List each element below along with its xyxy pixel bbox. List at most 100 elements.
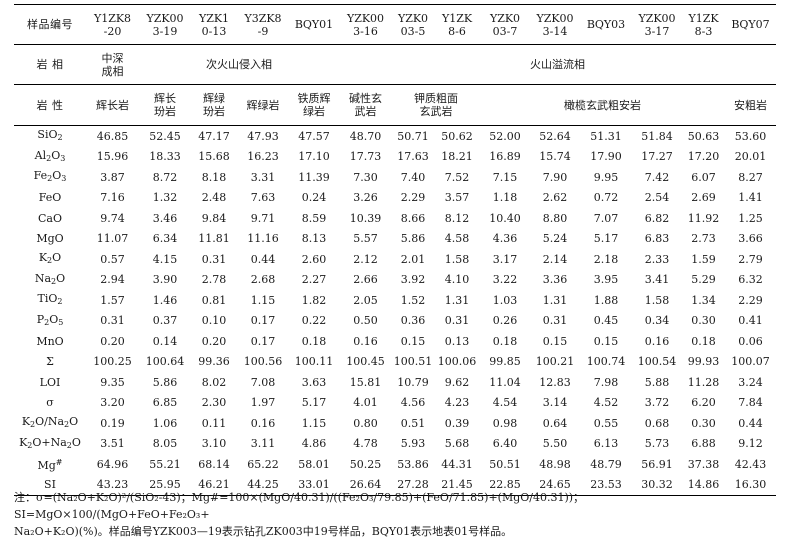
table-cell: 2.48 xyxy=(201,191,227,205)
table-cell: 11.28 xyxy=(687,375,720,389)
table-cell: 2.18 xyxy=(593,252,619,266)
table-cell: 15.74 xyxy=(539,150,571,164)
table-cell: 9.84 xyxy=(201,211,227,225)
table-cell: 7.07 xyxy=(593,211,619,225)
table-cell: 0.14 xyxy=(152,334,178,348)
table-cell: 0.15 xyxy=(593,334,619,348)
sample-id-cell: Y3ZK8 -9 xyxy=(237,4,289,45)
table-cell: 2.27 xyxy=(301,273,327,287)
table-cell: 3.87 xyxy=(100,170,125,184)
table-cell: 8.80 xyxy=(542,211,568,225)
table-row: Σ 100.25 100.64 99.36 100.56 100.11 100.45 100.… xyxy=(14,352,776,373)
table-cell: 11.16 xyxy=(247,232,279,246)
table-cell: 48.98 xyxy=(539,457,571,471)
table-cell: 1.46 xyxy=(152,293,178,307)
table-cell: 0.64 xyxy=(542,416,568,430)
table-cell: 47.57 xyxy=(298,129,330,143)
table-cell: 6.34 xyxy=(152,232,178,246)
table-cell: 0.16 xyxy=(353,334,378,348)
table-row: LOI 9.35 5.86 8.02 7.08 3.63 15.81 10.79 9.62 11.… xyxy=(14,372,776,393)
rock-trachyandesite: 安粗岩 xyxy=(725,84,776,126)
sample-id-cell: BQY01 xyxy=(289,4,339,45)
table-row: SiO2 46.85 52.45 47.17 47.93 47.57 48.70 50.71 5… xyxy=(14,126,776,147)
table-cell: 50.63 xyxy=(687,129,720,143)
table-cell: 8.27 xyxy=(738,170,763,184)
table-cell: 2.94 xyxy=(100,273,125,287)
table-cell: 0.44 xyxy=(738,416,763,430)
table-cell: 47.17 xyxy=(198,129,230,143)
table-cell: 0.81 xyxy=(201,293,227,307)
sample-id-cell: YZK0 03-7 xyxy=(480,4,530,45)
table-cell: 0.15 xyxy=(400,334,426,348)
table-cell: 0.44 xyxy=(250,252,276,266)
table-cell: 53.86 xyxy=(397,457,429,471)
facies-subvolcanic: 次火山侵入相 xyxy=(139,44,339,85)
table-cell: 3.14 xyxy=(542,396,568,410)
table-cell: 1.34 xyxy=(691,293,716,307)
table-cell: 99.36 xyxy=(198,355,230,369)
table-cell: 6.07 xyxy=(691,170,716,184)
table-cell: 0.15 xyxy=(542,334,568,348)
sample-id-cell: Y1ZK8 -20 xyxy=(86,4,139,45)
table-cell: 7.30 xyxy=(353,170,378,184)
table-cell: 26.64 xyxy=(339,474,392,496)
facies-plutonic: 中深 成相 xyxy=(86,44,139,85)
table-row: SI 43.23 25.95 46.21 44.25 33.01 26.64 27.28 21.… xyxy=(14,474,776,496)
table-cell: 17.90 xyxy=(590,150,622,164)
table-row: P2O5 0.31 0.37 0.10 0.17 0.22 0.50 0.36 0.31 0.26… xyxy=(14,311,776,332)
table-cell: 3.31 xyxy=(250,170,276,184)
row-label: FeO xyxy=(38,191,62,205)
table-row: Na2O 2.94 3.90 2.78 2.68 2.27 2.66 3.92 4.10 3.22… xyxy=(14,270,776,291)
table-cell: 100.21 xyxy=(535,355,575,369)
table-cell: 100.51 xyxy=(393,355,433,369)
table-cell: 9.74 xyxy=(100,211,125,225)
table-cell: 4.78 xyxy=(353,437,378,451)
table-cell: 64.96 xyxy=(96,457,129,471)
row-label: Al2O3 xyxy=(34,148,66,163)
table-cell: 1.88 xyxy=(593,293,619,307)
table-row: MnO 0.20 0.14 0.20 0.17 0.18 0.16 0.15 0.13 0.18 0… xyxy=(14,331,776,352)
facies-row: 岩 相 中深 成相 次火山侵入相 火山溢流相 xyxy=(14,44,776,85)
row-label: TiO2 xyxy=(37,292,63,307)
table-cell: 7.40 xyxy=(400,170,426,184)
table-cell: 2.30 xyxy=(201,396,227,410)
sample-id-cell: BQY03 xyxy=(580,4,632,45)
table-cell: 6.32 xyxy=(738,273,763,287)
table-cell: 3.11 xyxy=(250,437,276,451)
table-cell: 0.10 xyxy=(201,314,227,328)
table-cell: 52.00 xyxy=(489,129,521,143)
table-cell: 5.93 xyxy=(400,437,426,451)
table-cell: 8.02 xyxy=(201,375,227,389)
row-label: CaO xyxy=(38,211,62,225)
table-cell: 27.28 xyxy=(392,474,434,496)
table-cell: 1.97 xyxy=(250,396,276,410)
table-cell: 23.53 xyxy=(580,474,632,496)
table-cell: 17.10 xyxy=(298,150,330,164)
table-footnote: 注：σ=(Na₂O+K₂O)²/(SiO₂-43)；Mg#=100×(MgO/4… xyxy=(14,489,776,540)
table-cell: 15.81 xyxy=(349,375,382,389)
table-cell: 3.10 xyxy=(201,437,227,451)
table-cell: 3.95 xyxy=(593,273,619,287)
sample-id-cell: YZK0 03-5 xyxy=(392,4,434,45)
table-cell: 11.39 xyxy=(298,170,330,184)
table-cell: 0.06 xyxy=(738,334,763,348)
table-cell: 8.59 xyxy=(301,211,327,225)
table-cell: 3.90 xyxy=(152,273,178,287)
table-cell: 2.79 xyxy=(738,252,763,266)
table-cell: 3.63 xyxy=(301,375,327,389)
table-cell: 0.36 xyxy=(400,314,426,328)
table-cell: 5.86 xyxy=(400,232,426,246)
table-row: σ 3.20 6.85 2.30 1.97 5.17 4.01 4.56 4.23 4.54 3.1… xyxy=(14,393,776,414)
table-cell: 4.86 xyxy=(301,437,327,451)
table-cell: 0.24 xyxy=(301,191,327,205)
table-cell: 6.88 xyxy=(691,437,716,451)
table-row: TiO2 1.57 1.46 0.81 1.15 1.82 2.05 1.52 1.31 1.03… xyxy=(14,290,776,311)
table-cell: 22.85 xyxy=(480,474,530,496)
table-cell: 100.54 xyxy=(637,355,677,369)
table-cell: 10.79 xyxy=(397,375,429,389)
table-cell: 4.10 xyxy=(444,273,470,287)
table-cell: 7.98 xyxy=(593,375,619,389)
table-cell: 53.60 xyxy=(734,129,767,143)
table-cell: 3.24 xyxy=(738,375,763,389)
rock-gabbro-porphyrite: 辉长 玢岩 xyxy=(139,84,191,126)
